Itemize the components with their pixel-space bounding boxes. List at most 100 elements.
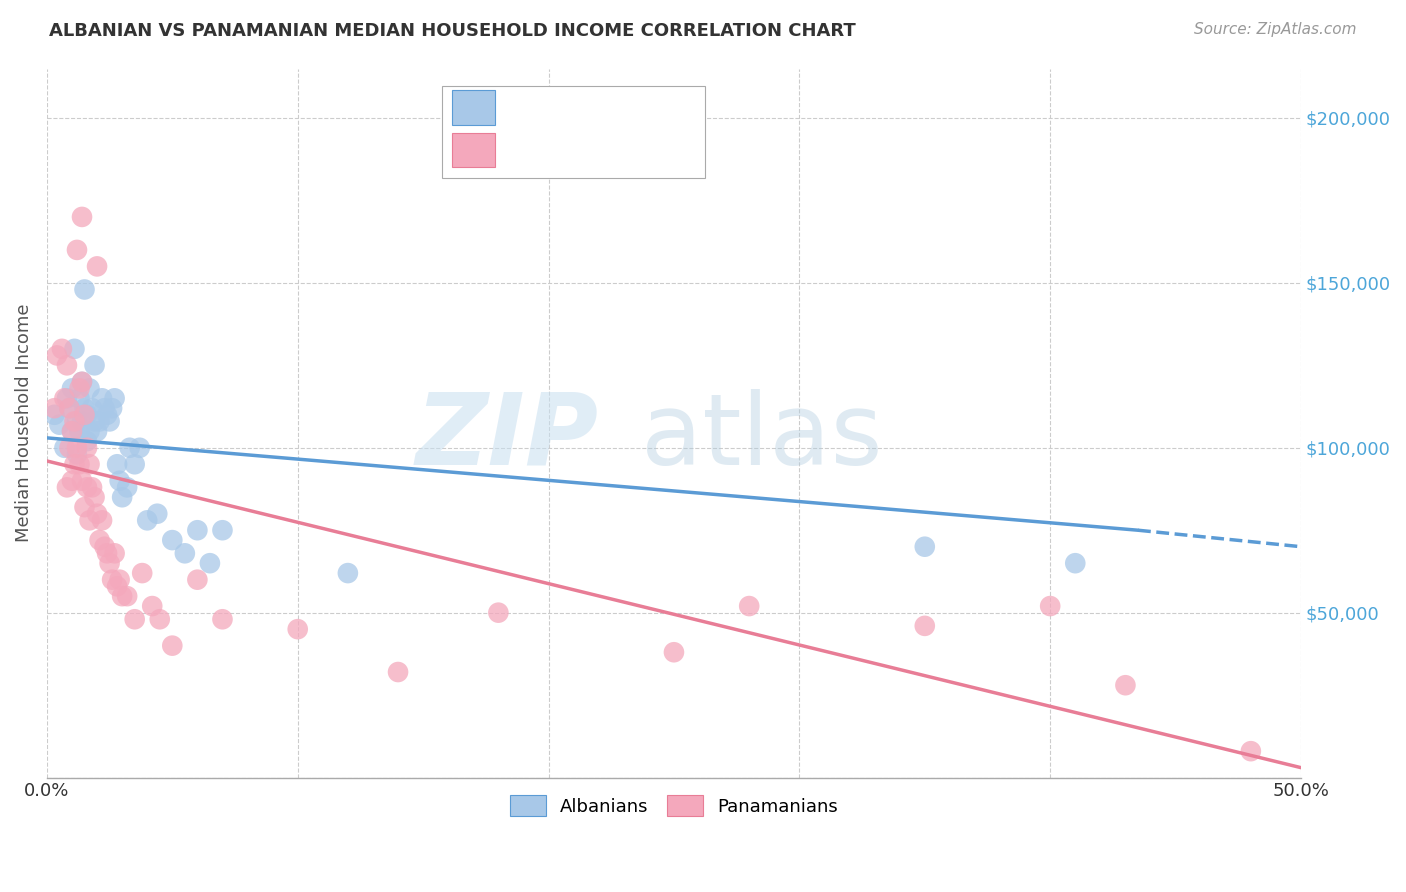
Point	[104, 546, 127, 560]
Point	[131, 566, 153, 580]
Point	[387, 665, 409, 679]
Point	[63, 342, 86, 356]
Point	[108, 474, 131, 488]
Point	[111, 490, 134, 504]
Point	[91, 513, 114, 527]
Point	[118, 441, 141, 455]
Point	[93, 540, 115, 554]
Point	[662, 645, 685, 659]
Point	[80, 480, 103, 494]
Point	[66, 447, 89, 461]
Point	[69, 381, 91, 395]
Point	[738, 599, 761, 613]
Point	[1039, 599, 1062, 613]
Point	[70, 375, 93, 389]
Point	[173, 546, 195, 560]
Point	[45, 348, 67, 362]
Point	[486, 606, 509, 620]
Legend: Albanians, Panamanians: Albanians, Panamanians	[501, 787, 848, 825]
Point	[73, 500, 96, 515]
Point	[83, 490, 105, 504]
FancyBboxPatch shape	[451, 90, 495, 125]
Point	[58, 441, 80, 455]
Point	[60, 381, 83, 395]
Point	[146, 507, 169, 521]
Point	[89, 533, 111, 548]
Point	[111, 589, 134, 603]
Text: N = 58: N = 58	[617, 141, 679, 159]
FancyBboxPatch shape	[451, 133, 495, 168]
Point	[66, 441, 89, 455]
Point	[83, 359, 105, 373]
Point	[115, 480, 138, 494]
Point	[108, 573, 131, 587]
Point	[76, 480, 98, 494]
Point	[69, 457, 91, 471]
Point	[186, 573, 208, 587]
Point	[73, 408, 96, 422]
Point	[96, 546, 118, 560]
Text: N = 48: N = 48	[617, 98, 681, 117]
Point	[101, 401, 124, 416]
Point	[136, 513, 159, 527]
Point	[91, 392, 114, 406]
Point	[914, 540, 936, 554]
Point	[63, 457, 86, 471]
Point	[105, 457, 128, 471]
Point	[58, 401, 80, 416]
Point	[86, 507, 108, 521]
Point	[336, 566, 359, 580]
Point	[79, 513, 101, 527]
Point	[73, 401, 96, 416]
Point	[79, 425, 101, 439]
Point	[124, 457, 146, 471]
Point	[60, 425, 83, 439]
Point	[198, 556, 221, 570]
Point	[105, 579, 128, 593]
Point	[69, 392, 91, 406]
Point	[211, 523, 233, 537]
Text: R = −0.398: R = −0.398	[505, 141, 602, 159]
Point	[44, 408, 66, 422]
Y-axis label: Median Household Income: Median Household Income	[15, 304, 32, 542]
Point	[76, 441, 98, 455]
Point	[1240, 744, 1263, 758]
Point	[73, 283, 96, 297]
Point	[89, 414, 111, 428]
Text: ALBANIAN VS PANAMANIAN MEDIAN HOUSEHOLD INCOME CORRELATION CHART: ALBANIAN VS PANAMANIAN MEDIAN HOUSEHOLD …	[49, 22, 856, 40]
Point	[44, 401, 66, 416]
Point	[79, 457, 101, 471]
Text: atlas: atlas	[641, 389, 883, 486]
Point	[98, 414, 121, 428]
Point	[93, 401, 115, 416]
Text: ZIP: ZIP	[416, 389, 599, 486]
Point	[1114, 678, 1136, 692]
Point	[162, 639, 184, 653]
Point	[56, 392, 79, 406]
Point	[51, 342, 73, 356]
FancyBboxPatch shape	[441, 87, 706, 178]
Point	[162, 533, 184, 548]
Point	[56, 359, 79, 373]
Point	[80, 401, 103, 416]
Point	[56, 480, 79, 494]
Point	[70, 474, 93, 488]
Point	[66, 243, 89, 257]
Point	[60, 425, 83, 439]
Text: Source: ZipAtlas.com: Source: ZipAtlas.com	[1194, 22, 1357, 37]
Point	[98, 556, 121, 570]
Point	[70, 375, 93, 389]
Point	[76, 408, 98, 422]
Point	[63, 414, 86, 428]
Point	[141, 599, 163, 613]
Point	[914, 619, 936, 633]
Point	[53, 392, 76, 406]
Point	[86, 425, 108, 439]
Point	[101, 573, 124, 587]
Point	[79, 381, 101, 395]
Point	[83, 414, 105, 428]
Point	[66, 414, 89, 428]
Point	[70, 414, 93, 428]
Point	[287, 622, 309, 636]
Point	[124, 612, 146, 626]
